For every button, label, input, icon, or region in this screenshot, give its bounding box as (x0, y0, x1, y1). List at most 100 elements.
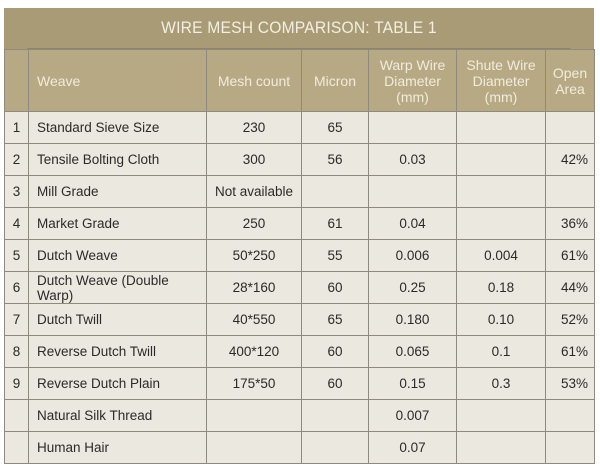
cell-shute-wire-diameter: 0.10 (456, 303, 546, 336)
cell-mesh-count: 50*250 (206, 239, 302, 272)
table-row: Natural Silk Thread 0.007 (4, 399, 595, 432)
cell-open-area: 52% (545, 303, 595, 336)
cell-warp-wire-diameter: 0.180 (368, 303, 457, 336)
table-row: 3 Mill Grade Not available (4, 175, 595, 208)
cell-weave: Reverse Dutch Plain (28, 367, 207, 400)
cell-micron: 56 (301, 143, 369, 176)
cell-open-area (545, 175, 595, 208)
cell-micron: 65 (301, 111, 369, 144)
cell-shute-wire-diameter: 0.1 (456, 335, 546, 368)
table-row: 5 Dutch Weave 50*250 55 0.006 0.004 61% (4, 239, 595, 272)
cell-open-area: 42% (545, 143, 595, 176)
header-row: Weave Mesh count Micron Warp Wire Diameter … (4, 49, 595, 112)
header-mesh-count: Mesh count (206, 49, 302, 112)
table-row: 8 Reverse Dutch Twill 400*120 60 0.065 0.1 61% (4, 335, 595, 368)
cell-weave: Dutch Weave (Double Warp) (28, 271, 207, 304)
cell-shute-wire-diameter (456, 399, 546, 432)
cell-warp-wire-diameter: 0.007 (368, 399, 457, 432)
cell-open-area: 53% (545, 367, 595, 400)
cell-shute-wire-diameter (456, 207, 546, 240)
cell-open-area (545, 111, 595, 144)
header-micron: Micron (301, 49, 369, 112)
cell-row-number: 5 (4, 239, 29, 272)
cell-mesh-count (206, 431, 302, 464)
cell-micron: 60 (301, 367, 369, 400)
cell-weave: Dutch Twill (28, 303, 207, 336)
cell-warp-wire-diameter: 0.25 (368, 271, 457, 304)
cell-micron (301, 399, 369, 432)
table-row: 2 Tensile Bolting Cloth 300 56 0.03 42% (4, 143, 595, 176)
header-row-number (4, 49, 29, 112)
header-weave: Weave (28, 49, 207, 112)
cell-warp-wire-diameter: 0.065 (368, 335, 457, 368)
cell-warp-wire-diameter: 0.15 (368, 367, 457, 400)
cell-weave: Reverse Dutch Twill (28, 335, 207, 368)
cell-row-number: 7 (4, 303, 29, 336)
cell-warp-wire-diameter: 0.07 (368, 431, 457, 464)
cell-row-number: 6 (4, 271, 29, 304)
cell-micron: 55 (301, 239, 369, 272)
cell-micron: 61 (301, 207, 369, 240)
cell-shute-wire-diameter (456, 175, 546, 208)
cell-mesh-count: 400*120 (206, 335, 302, 368)
table-row: Human Hair 0.07 (4, 431, 595, 464)
table-row: 1 Standard Sieve Size 230 65 (4, 111, 595, 144)
cell-warp-wire-diameter (368, 111, 457, 144)
cell-micron: 60 (301, 335, 369, 368)
header-open-area: Open Area (545, 49, 595, 112)
cell-weave: Tensile Bolting Cloth (28, 143, 207, 176)
cell-shute-wire-diameter: 0.3 (456, 367, 546, 400)
cell-row-number (4, 431, 29, 464)
cell-mesh-count: Not available (206, 175, 302, 208)
cell-mesh-count: 175*50 (206, 367, 302, 400)
wire-mesh-table-container: WIRE MESH COMPARISON: TABLE 1 Weave Mesh … (4, 8, 595, 464)
cell-shute-wire-diameter: 0.18 (456, 271, 546, 304)
wire-mesh-table: Weave Mesh count Micron Warp Wire Diameter … (4, 49, 595, 464)
cell-row-number: 1 (4, 111, 29, 144)
cell-micron: 65 (301, 303, 369, 336)
cell-open-area: 61% (545, 335, 595, 368)
cell-micron (301, 175, 369, 208)
cell-warp-wire-diameter: 0.03 (368, 143, 457, 176)
table-row: 7 Dutch Twill 40*550 65 0.180 0.10 52% (4, 303, 595, 336)
cell-weave: Mill Grade (28, 175, 207, 208)
header-warp-wire-diameter: Warp Wire Diameter (mm) (368, 49, 457, 112)
header-shute-wire-diameter: Shute Wire Diameter (mm) (456, 49, 546, 112)
cell-shute-wire-diameter (456, 143, 546, 176)
cell-shute-wire-diameter: 0.004 (456, 239, 546, 272)
cell-mesh-count: 250 (206, 207, 302, 240)
cell-warp-wire-diameter (368, 175, 457, 208)
cell-row-number: 2 (4, 143, 29, 176)
cell-row-number: 9 (4, 367, 29, 400)
cell-weave: Standard Sieve Size (28, 111, 207, 144)
cell-micron: 60 (301, 271, 369, 304)
cell-row-number: 3 (4, 175, 29, 208)
cell-row-number: 4 (4, 207, 29, 240)
cell-weave: Dutch Weave (28, 239, 207, 272)
cell-mesh-count: 230 (206, 111, 302, 144)
cell-open-area: 44% (545, 271, 595, 304)
table-title: WIRE MESH COMPARISON: TABLE 1 (27, 8, 571, 49)
cell-open-area (545, 431, 595, 464)
cell-shute-wire-diameter (456, 431, 546, 464)
cell-row-number (4, 399, 29, 432)
cell-weave: Natural Silk Thread (28, 399, 207, 432)
cell-mesh-count: 28*160 (206, 271, 302, 304)
cell-weave: Market Grade (28, 207, 207, 240)
cell-open-area: 61% (545, 239, 595, 272)
cell-row-number: 8 (4, 335, 29, 368)
cell-warp-wire-diameter: 0.04 (368, 207, 457, 240)
cell-shute-wire-diameter (456, 111, 546, 144)
cell-open-area: 36% (545, 207, 595, 240)
cell-micron (301, 431, 369, 464)
table-title-bar: WIRE MESH COMPARISON: TABLE 1 (4, 8, 594, 49)
cell-mesh-count: 40*550 (206, 303, 302, 336)
cell-open-area (545, 399, 595, 432)
table-row: 9 Reverse Dutch Plain 175*50 60 0.15 0.3 53% (4, 367, 595, 400)
cell-mesh-count: 300 (206, 143, 302, 176)
cell-warp-wire-diameter: 0.006 (368, 239, 457, 272)
table-row: 4 Market Grade 250 61 0.04 36% (4, 207, 595, 240)
table-body: 1 Standard Sieve Size 230 65 2 Tensile Boltin… (4, 111, 595, 464)
cell-mesh-count (206, 399, 302, 432)
cell-weave: Human Hair (28, 431, 207, 464)
